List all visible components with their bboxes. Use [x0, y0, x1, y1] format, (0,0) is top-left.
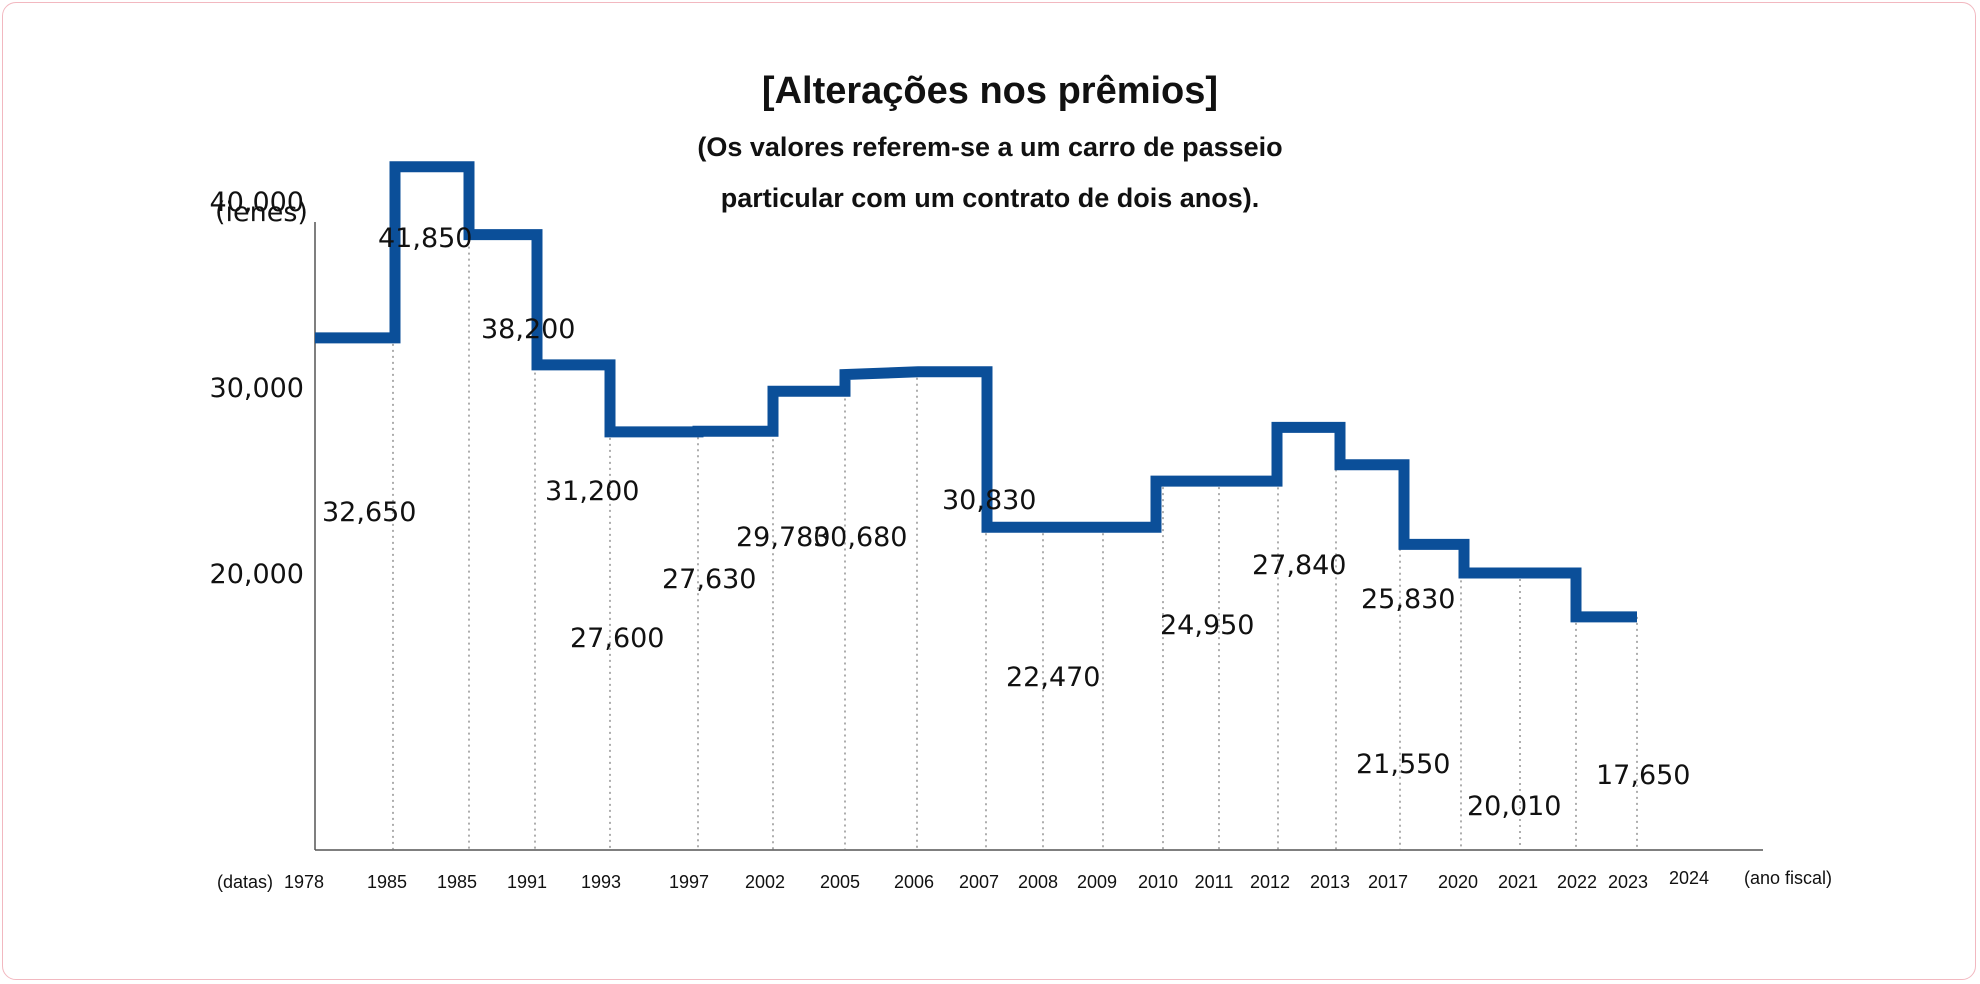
x-tick-label: 1991 — [507, 872, 547, 892]
x-tick-label: 1985 — [437, 872, 477, 892]
data-label: 27,630 — [662, 564, 756, 595]
x-tick-label: 1978 — [284, 872, 324, 892]
data-label: 30,680 — [813, 522, 907, 553]
x-tick-label: 1993 — [581, 872, 621, 892]
data-label: 27,600 — [570, 623, 664, 654]
x-tick-label: 2010 — [1138, 872, 1178, 892]
data-label: 31,200 — [545, 476, 639, 507]
x-axis-prefix-label: (datas) — [217, 872, 273, 892]
y-tick-label: 40,000 — [210, 187, 304, 218]
data-label: 25,830 — [1361, 584, 1455, 615]
x-tick-label: 2024 — [1669, 868, 1709, 888]
data-label: 29,780 — [736, 522, 830, 553]
data-label: 17,650 — [1596, 760, 1690, 791]
x-tick-label: 2006 — [894, 872, 934, 892]
data-label: 38,200 — [481, 314, 575, 345]
y-tick-label: 20,000 — [210, 559, 304, 590]
data-label: 32,650 — [322, 497, 416, 528]
x-tick-label: 1997 — [669, 872, 709, 892]
x-tick-label: 2022 — [1557, 872, 1597, 892]
data-label: 30,830 — [942, 485, 1036, 516]
x-tick-label: 2013 — [1310, 872, 1350, 892]
x-tick-label: 2008 — [1018, 872, 1058, 892]
x-tick-label: 2005 — [820, 872, 860, 892]
data-label: 41,850 — [378, 223, 472, 254]
y-tick-label: 30,000 — [210, 373, 304, 404]
x-tick-label: 1985 — [367, 872, 407, 892]
x-tick-label: 2023 — [1608, 872, 1648, 892]
premium-series-line — [315, 161, 1637, 623]
x-tick-label: 2017 — [1368, 872, 1408, 892]
x-axis-suffix-label: (ano fiscal) — [1744, 868, 1832, 888]
data-label: 20,010 — [1467, 791, 1561, 822]
x-tick-label: 2009 — [1077, 872, 1117, 892]
x-tick-label: 2021 — [1498, 872, 1538, 892]
x-tick-label: 2011 — [1195, 872, 1234, 892]
chart-subtitle-line-1: (Os valores referem-se a um carro de pas… — [697, 132, 1283, 162]
x-tick-label: 2007 — [959, 872, 999, 892]
x-tick-label: 2002 — [745, 872, 785, 892]
chart-subtitle-line-2: particular com um contrato de dois anos)… — [720, 183, 1260, 213]
y-axis-unit-label: (ienes) — [215, 197, 308, 228]
x-tick-label: 2012 — [1250, 872, 1290, 892]
data-label: 21,550 — [1356, 749, 1450, 780]
data-label: 24,950 — [1160, 610, 1254, 641]
chart-title: [Alterações nos prêmios] — [761, 70, 1219, 112]
x-tick-label: 2020 — [1438, 872, 1478, 892]
data-label: 22,470 — [1006, 662, 1100, 693]
data-label: 27,840 — [1252, 550, 1346, 581]
